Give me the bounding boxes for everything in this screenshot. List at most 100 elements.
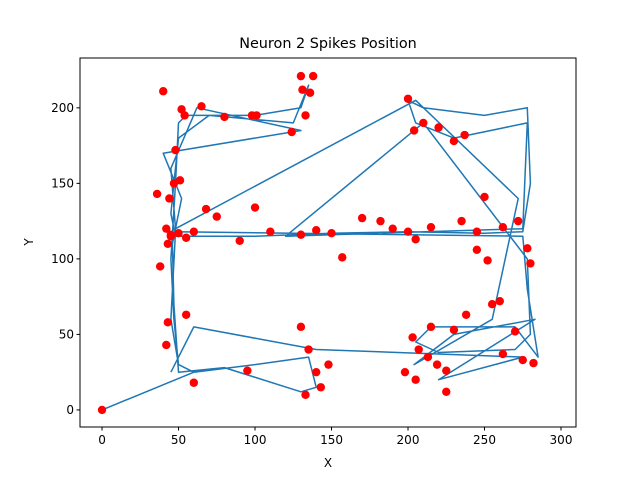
spike-point	[197, 102, 206, 111]
spike-point	[316, 383, 326, 392]
spike-point	[472, 245, 482, 255]
spike-point	[163, 239, 173, 248]
spike-point	[287, 127, 296, 137]
spike-point	[312, 225, 321, 235]
y-tick-label: 0	[66, 403, 74, 417]
chart-title: Neuron 2 Spikes Position	[239, 36, 417, 52]
x-tick-label: 150	[320, 433, 343, 447]
spike-point	[327, 229, 336, 238]
plot-area	[97, 71, 539, 415]
trajectory-line	[101, 84, 539, 411]
spike-point	[376, 216, 385, 226]
spike-point	[434, 123, 443, 132]
spike-point	[312, 367, 321, 377]
spike-point	[250, 203, 260, 212]
spike-point	[414, 345, 423, 354]
spike-point	[523, 244, 532, 253]
spike-point	[166, 232, 176, 241]
spike-point	[212, 212, 221, 221]
spike-point	[180, 111, 189, 120]
spike-point	[189, 378, 199, 387]
spike-point	[388, 224, 397, 233]
spike-point	[419, 118, 428, 128]
spike-point	[408, 333, 417, 342]
spike-point	[442, 387, 451, 397]
spike-point	[159, 87, 168, 96]
spike-point	[449, 325, 459, 335]
y-tick-label: 150	[51, 176, 74, 190]
axes-frame	[79, 57, 577, 428]
y-axis-label: Y	[22, 238, 36, 247]
spike-point	[235, 236, 244, 245]
spike-point	[461, 310, 471, 319]
spike-point	[175, 176, 185, 185]
spike-point	[449, 136, 459, 146]
spike-point	[426, 222, 436, 232]
spike-point	[357, 213, 367, 223]
spike-point	[296, 230, 306, 239]
spike-point	[163, 318, 173, 327]
spike-point	[487, 300, 497, 309]
x-axis-label: X	[324, 456, 332, 470]
spike-point	[308, 71, 318, 81]
spike-point	[171, 145, 180, 155]
spike-point	[298, 85, 307, 94]
spike-point	[460, 130, 469, 140]
spike-point	[301, 111, 310, 120]
spike-point	[403, 94, 413, 103]
spike-point	[296, 322, 306, 332]
spike-point	[155, 262, 165, 271]
x-tick-label: 100	[244, 433, 267, 447]
spike-point	[483, 256, 492, 265]
spike-point	[529, 358, 538, 368]
y-tick-label: 200	[51, 101, 74, 115]
spike-point	[305, 88, 315, 97]
x-tick-label: 50	[171, 433, 186, 447]
spike-point	[152, 189, 162, 199]
x-tick-label: 300	[550, 433, 573, 447]
spike-point	[296, 71, 306, 81]
spike-point	[201, 204, 211, 214]
spike-point	[480, 192, 489, 202]
spike-point	[220, 112, 229, 122]
spike-point	[189, 227, 199, 236]
spike-point	[324, 360, 333, 369]
spike-point	[457, 216, 466, 226]
spike-point	[442, 366, 451, 375]
spike-point	[411, 375, 420, 384]
spike-point	[472, 227, 482, 236]
spike-point	[181, 233, 191, 242]
x-tick-label: 250	[473, 433, 496, 447]
spike-point	[403, 227, 413, 236]
spike-point	[513, 216, 523, 226]
spike-point	[518, 355, 527, 365]
spike-point	[495, 296, 505, 306]
y-tick-label: 50	[59, 327, 74, 341]
spike-point	[162, 340, 171, 350]
y-tick-label: 100	[51, 252, 74, 266]
spike-point	[411, 235, 420, 244]
spike-point	[498, 222, 508, 232]
spike-point	[252, 111, 261, 120]
x-tick-label: 0	[98, 433, 106, 447]
spike-point	[423, 352, 433, 362]
spike-point	[510, 327, 520, 336]
spike-point	[97, 405, 107, 415]
spike-point	[243, 366, 252, 375]
spike-point	[498, 349, 508, 359]
spike-point	[426, 322, 436, 332]
spike-point	[162, 224, 171, 233]
spike-point	[304, 345, 313, 354]
spike-point	[400, 367, 410, 377]
spike-point	[526, 259, 535, 268]
spike-point	[165, 194, 174, 203]
spike-point	[432, 360, 442, 369]
spike-point	[409, 126, 419, 135]
x-tick-label: 200	[397, 433, 420, 447]
spike-point	[301, 390, 310, 400]
spike-point	[338, 253, 347, 262]
spike-point	[266, 227, 275, 236]
spike-point	[181, 310, 191, 319]
